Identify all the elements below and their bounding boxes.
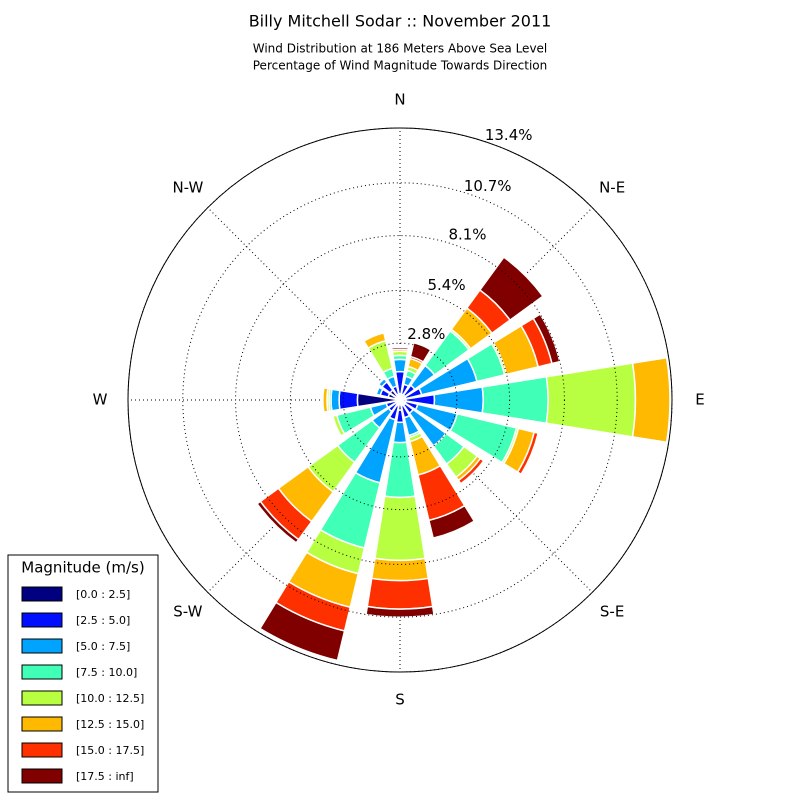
wind-segment (258, 601, 346, 662)
legend-swatch (21, 768, 63, 784)
chart-title: Billy Mitchell Sodar :: November 2011 (249, 12, 552, 31)
grid-ring (342, 342, 458, 458)
legend-label: [10.0 : 12.5] (76, 692, 144, 705)
direction-label: E (695, 391, 704, 409)
wind-segment (375, 386, 384, 397)
grid-ring (235, 235, 565, 565)
grid-ring (289, 289, 511, 511)
legend-label: [5.0 : 7.5] (76, 640, 130, 653)
wind-segment (377, 377, 388, 388)
direction-label: S-W (173, 603, 202, 621)
spoke (207, 207, 401, 401)
legend-label: [0.0 : 2.5] (76, 588, 130, 601)
direction-label: W (93, 391, 108, 409)
direction-label: N-W (172, 178, 203, 196)
chart-subtitle: Wind Distribution at 186 Meters Above Se… (253, 42, 548, 56)
wind-segment (338, 389, 359, 411)
direction-label: S (395, 691, 405, 709)
spoke (399, 399, 593, 593)
legend-label: [15.0 : 17.5] (76, 744, 144, 757)
legend-label: [17.5 : inf] (76, 770, 134, 783)
wind-segment (390, 346, 410, 351)
legend: Magnitude (m/s) [0.0 : 2.5] [2.5 : 5.0] [5… (7, 554, 159, 793)
r-tick-label: 13.4% (485, 126, 533, 144)
wind-segment (392, 421, 408, 444)
wind-segment (532, 313, 561, 365)
grid-ring (182, 182, 618, 618)
direction-label: N (394, 91, 405, 109)
grid-ring (127, 127, 673, 673)
r-tick-label: 2.8% (407, 325, 445, 343)
legend-swatch (21, 612, 63, 628)
r-tick-label: 5.4% (427, 276, 465, 294)
wind-segment (631, 356, 671, 444)
wind-segment (374, 495, 426, 562)
legend-swatch (21, 716, 63, 732)
wind-segment (331, 414, 346, 438)
wind-segment (457, 457, 485, 485)
legend-swatch (21, 690, 63, 706)
direction-label: N-E (599, 178, 625, 196)
legend-label: [7.5 : 10.0] (76, 666, 137, 679)
wind-segment (545, 362, 637, 438)
wind-segment (481, 375, 549, 425)
legend-label: [12.5 : 15.0] (76, 718, 144, 731)
wind-segment (366, 577, 434, 610)
wind-segment (322, 387, 329, 413)
direction-label: S-E (600, 603, 624, 621)
legend-swatch (21, 664, 63, 680)
wind-segment (478, 256, 544, 322)
legend-swatch (21, 586, 63, 602)
wind-segment (433, 386, 484, 414)
legend-swatch (21, 638, 63, 654)
wind-segment (365, 605, 435, 618)
wind-segment (370, 557, 430, 582)
chart-subtitle: Percentage of Wind Magnitude Towards Dir… (253, 59, 547, 73)
wind-segment (516, 431, 540, 476)
r-tick-label: 10.7% (464, 177, 512, 195)
wind-segment (330, 388, 341, 412)
wind-segment (256, 500, 300, 544)
wind-segment (392, 358, 408, 373)
wind-segment (409, 341, 432, 363)
wind-segment (428, 504, 476, 540)
legend-label: [2.5 : 5.0] (76, 614, 130, 627)
r-tick-label: 8.1% (448, 226, 486, 244)
plot-area: 2.8% 5.4% 8.1% 10.7% 13.4% N N-E E S-E S S-W W N-W (93, 91, 705, 709)
wind-segment (362, 331, 387, 350)
wind-segment (383, 441, 417, 499)
legend-title: Magnitude (m/s) (21, 559, 144, 577)
legend-swatch (21, 742, 63, 758)
